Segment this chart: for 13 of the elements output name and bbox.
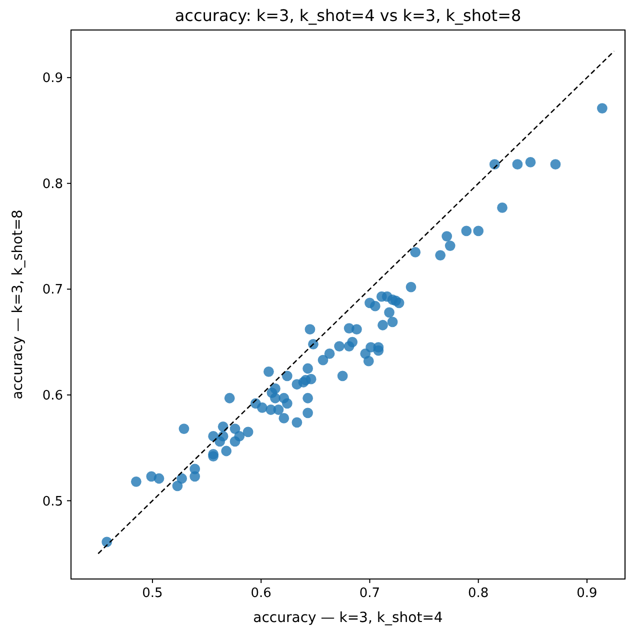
x-tick-label: 0.8: [468, 586, 489, 601]
y-tick-label: 0.8: [42, 176, 63, 192]
y-tick-label: 0.9: [42, 71, 63, 86]
x-tick-label: 0.5: [142, 586, 163, 601]
y-tick-label: 0.6: [42, 388, 63, 404]
y-tick-label: 0.5: [42, 494, 63, 510]
x-tick-label: 0.6: [250, 586, 272, 601]
x-tick-label: 0.7: [359, 586, 380, 601]
y-axis-title: accuracy — k=3, k_shot=8: [10, 210, 26, 400]
x-tick-label: 0.9: [576, 586, 598, 601]
y-tick-label: 0.7: [42, 282, 63, 298]
chart-title: accuracy: k=3, k_shot=4 vs k=3, k_shot=8: [174, 6, 522, 25]
x-axis-title: accuracy — k=3, k_shot=4: [253, 610, 443, 626]
